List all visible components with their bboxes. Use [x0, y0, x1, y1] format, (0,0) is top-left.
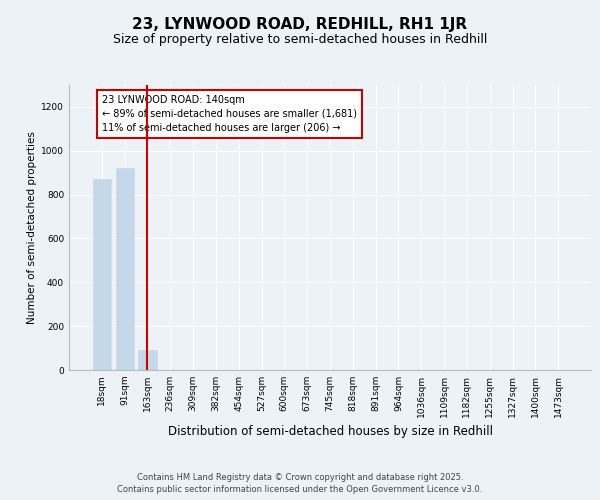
Text: Contains public sector information licensed under the Open Government Licence v3: Contains public sector information licen… — [118, 484, 482, 494]
Y-axis label: Number of semi-detached properties: Number of semi-detached properties — [27, 131, 37, 324]
Text: Size of property relative to semi-detached houses in Redhill: Size of property relative to semi-detach… — [113, 32, 487, 46]
Text: 23 LYNWOOD ROAD: 140sqm
← 89% of semi-detached houses are smaller (1,681)
11% of: 23 LYNWOOD ROAD: 140sqm ← 89% of semi-de… — [103, 95, 358, 133]
X-axis label: Distribution of semi-detached houses by size in Redhill: Distribution of semi-detached houses by … — [167, 426, 493, 438]
Bar — [139, 350, 157, 370]
Text: Contains HM Land Registry data © Crown copyright and database right 2025.: Contains HM Land Registry data © Crown c… — [137, 473, 463, 482]
Bar — [93, 180, 111, 370]
Bar — [116, 168, 134, 370]
Text: 23, LYNWOOD ROAD, REDHILL, RH1 1JR: 23, LYNWOOD ROAD, REDHILL, RH1 1JR — [133, 18, 467, 32]
